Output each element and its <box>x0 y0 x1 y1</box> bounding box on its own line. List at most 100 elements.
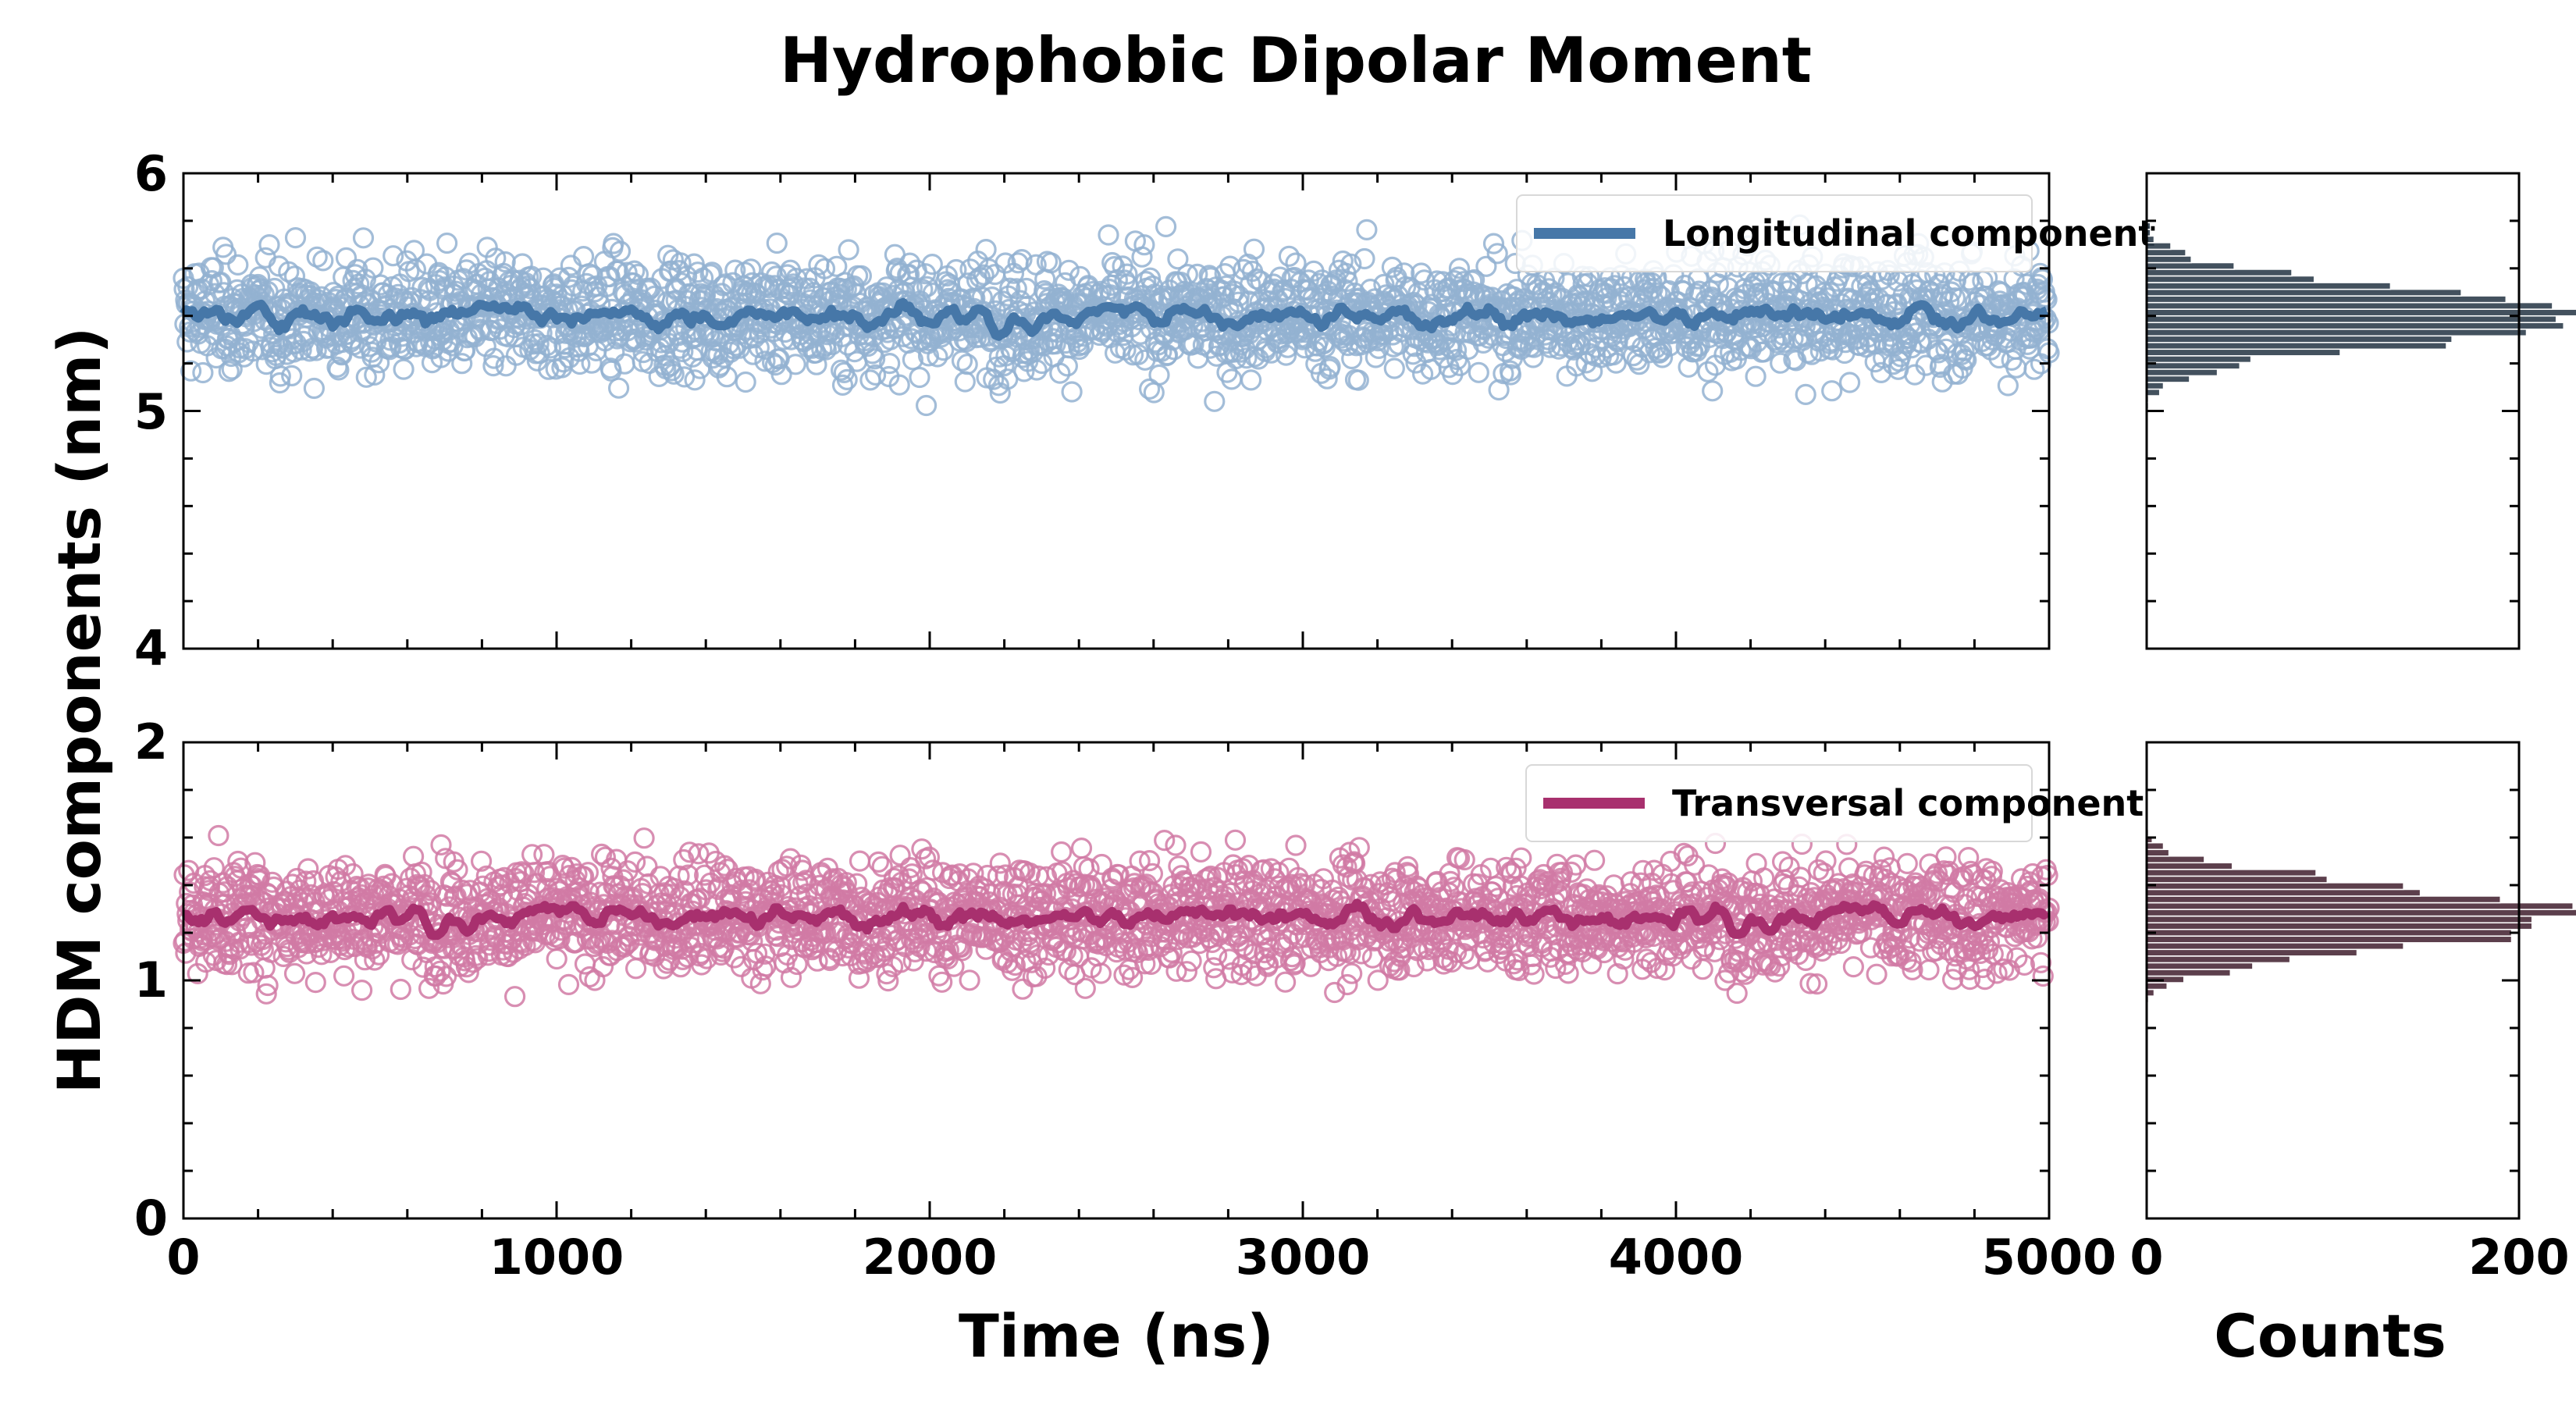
longitudinal-point <box>312 250 334 272</box>
longitudinal-point <box>915 394 938 417</box>
transversal-point <box>792 872 814 894</box>
longitudinal-point <box>1275 344 1297 366</box>
longitudinal-point <box>284 227 307 249</box>
longitudinal-point <box>1155 215 1177 237</box>
transversal-point <box>447 859 468 880</box>
longitudinal-point <box>1383 357 1405 379</box>
longitudinal-point <box>1482 233 1505 254</box>
longitudinal-point <box>215 244 237 265</box>
longitudinal-point <box>1026 359 1048 381</box>
transversal-point <box>557 973 580 996</box>
transversal-point <box>811 864 833 886</box>
transversal-point <box>889 845 911 866</box>
transversal-point <box>342 863 364 885</box>
longitudinal-point <box>1953 340 1975 361</box>
transversal-point <box>877 969 899 992</box>
longitudinal-point <box>607 260 629 282</box>
longitudinal-point <box>278 261 300 283</box>
transversal-point <box>295 870 317 892</box>
longitudinal-point <box>1058 259 1080 281</box>
longitudinal-point <box>1702 380 1724 402</box>
longitudinal-point <box>945 258 967 281</box>
longitudinal-point <box>218 361 240 382</box>
transversal-point <box>470 850 493 872</box>
transversal-point <box>425 965 447 987</box>
longitudinal-point <box>1821 380 1843 402</box>
transversal-point <box>846 873 868 895</box>
longitudinal-point <box>770 364 792 386</box>
transversal-point <box>503 986 526 1008</box>
longitudinal-point <box>609 240 632 262</box>
longitudinal-point <box>382 245 404 267</box>
longitudinal-point <box>1090 280 1112 302</box>
transversal-point <box>435 966 457 987</box>
transversal-point <box>249 865 271 887</box>
longitudinal-point <box>1131 246 1153 268</box>
longitudinal-point <box>1782 328 1804 350</box>
longitudinal-point <box>528 333 550 354</box>
longitudinal-point <box>754 350 776 372</box>
longitudinal-point <box>1103 256 1126 278</box>
longitudinal-point <box>1156 344 1179 366</box>
longitudinal-point <box>581 352 603 374</box>
longitudinal-point <box>1319 356 1341 378</box>
transversal-point <box>333 965 355 987</box>
longitudinal-point <box>582 265 603 286</box>
longitudinal-point <box>1044 333 1066 355</box>
longitudinal-point <box>1876 293 1898 316</box>
transversal-point <box>276 880 297 902</box>
transversal-point <box>640 941 662 962</box>
transversal-scatter-panel: Transversal component <box>173 741 2144 1220</box>
longitudinal-point <box>765 265 788 287</box>
longitudinal-point <box>999 277 1021 299</box>
transversal-point <box>806 950 828 972</box>
transversal-point <box>332 930 354 952</box>
transversal-point <box>624 851 646 873</box>
longitudinal-point <box>1236 347 1258 369</box>
longitudinal-point <box>364 364 386 386</box>
longitudinal-point <box>1997 375 2019 397</box>
longitudinal-point <box>864 364 887 386</box>
longitudinal-point <box>1740 338 1762 360</box>
transversal-point <box>411 861 432 883</box>
longitudinal-point <box>1005 278 1027 300</box>
longitudinal-point <box>806 354 827 375</box>
longitudinal-point <box>1278 245 1300 267</box>
longitudinal-point <box>352 227 375 249</box>
longitudinal-point <box>1659 335 1681 357</box>
transversal-point <box>364 949 386 971</box>
transversal-point <box>890 951 912 973</box>
longitudinal-point <box>1139 267 1162 289</box>
longitudinal-point <box>281 365 303 386</box>
longitudinal-point <box>482 355 504 377</box>
transversal-point <box>354 949 375 971</box>
transversal-point <box>240 934 262 956</box>
transversal-point <box>351 979 373 1001</box>
transversal-point <box>835 872 857 894</box>
longitudinal-point <box>1697 361 1719 382</box>
longitudinal-point <box>694 284 717 306</box>
longitudinal-point <box>328 359 350 381</box>
transversal-point <box>578 966 600 988</box>
longitudinal-point <box>1449 354 1471 376</box>
longitudinal-point <box>660 360 683 382</box>
transversal-point <box>744 868 767 890</box>
transversal-point <box>592 955 614 978</box>
transversal-point <box>511 861 532 883</box>
longitudinal-point <box>1133 234 1155 256</box>
longitudinal-point <box>1204 390 1226 412</box>
transversal-point <box>467 948 489 969</box>
longitudinal-point <box>712 275 735 297</box>
longitudinal-point <box>1448 258 1471 279</box>
y-axis-label: HDM components (nm) <box>44 327 114 1094</box>
legend-label: Longitudinal component <box>1663 212 2155 254</box>
transversal-point <box>390 978 411 1001</box>
transversal-point <box>677 864 699 886</box>
longitudinal-point <box>1955 349 1977 371</box>
longitudinal-point <box>1500 364 1522 386</box>
longitudinal-point <box>1138 378 1161 400</box>
longitudinal-point <box>1247 348 1269 370</box>
longitudinal-point <box>451 353 473 375</box>
longitudinal-point <box>785 354 806 375</box>
longitudinal-point <box>1463 269 1485 291</box>
